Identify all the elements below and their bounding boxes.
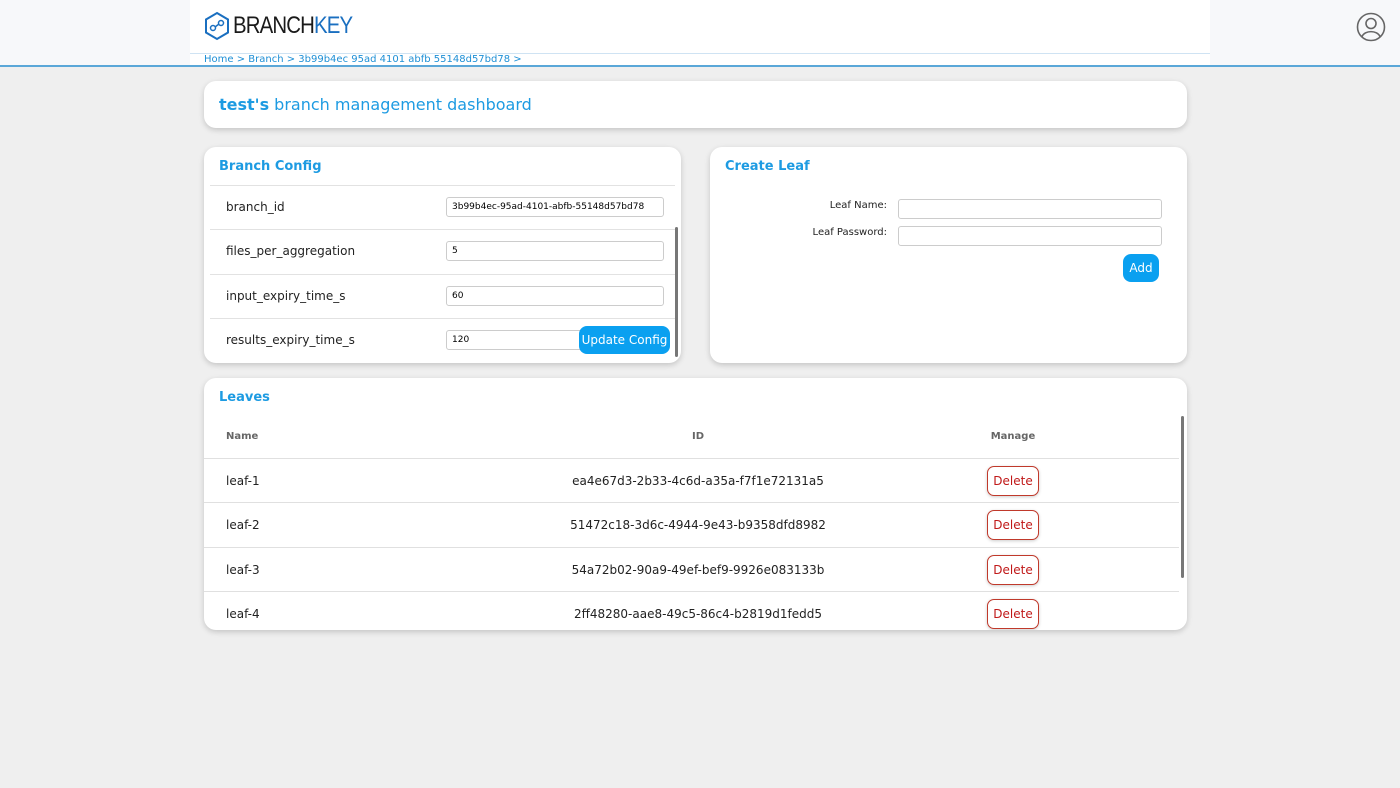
- delete-button[interactable]: Delete: [987, 599, 1039, 629]
- leaf-password-input[interactable]: [898, 226, 1162, 246]
- logo[interactable]: BRANCHKEY: [204, 11, 373, 41]
- logo-hex-icon: [205, 11, 229, 41]
- user-avatar-icon[interactable]: [1356, 12, 1386, 42]
- config-row: files_per_aggregation: [210, 229, 675, 273]
- breadcrumb[interactable]: Home > Branch > 3b99b4ec 95ad 4101 abfb …: [190, 53, 1210, 65]
- column-header-manage: Manage: [990, 431, 1036, 442]
- table-row: leaf-3 54a72b02-90a9-49ef-bef9-9926e08313…: [204, 547, 1179, 591]
- scrollbar[interactable]: [675, 227, 678, 357]
- column-header-id: ID: [691, 431, 705, 442]
- header: BRANCHKEY Home > Branch > 3b99b4ec 95ad …: [190, 0, 1210, 65]
- logo-text: BRANCH: [233, 12, 315, 39]
- leaf-name: leaf-2: [226, 518, 260, 532]
- table-row: leaf-2 51472c18-3d6c-4944-9e43-b9358dfd89…: [204, 502, 1179, 546]
- config-row: input_expiry_time_s: [210, 274, 675, 318]
- leaf-id: 51472c18-3d6c-4944-9e43-b9358dfd8982: [570, 518, 826, 532]
- delete-button[interactable]: Delete: [987, 510, 1039, 540]
- config-label: files_per_aggregation: [226, 244, 356, 258]
- create-leaf-title: Create Leaf: [725, 159, 810, 174]
- files-per-aggregation-input[interactable]: [446, 241, 664, 261]
- delete-button[interactable]: Delete: [987, 466, 1039, 496]
- leaf-name: leaf-1: [226, 474, 260, 488]
- leaf-password-label: Leaf Password:: [812, 227, 887, 238]
- create-leaf-card: Create Leaf Leaf Name: Leaf Password: Ad…: [710, 147, 1187, 363]
- config-label: input_expiry_time_s: [226, 289, 346, 303]
- delete-button[interactable]: Delete: [987, 555, 1039, 585]
- leaf-name-label: Leaf Name:: [829, 200, 887, 211]
- leaf-id: 2ff48280-aae8-49c5-86c4-b2819d1fedd5: [573, 607, 822, 621]
- logo-text-accent: KEY: [314, 12, 353, 39]
- leaf-name: leaf-3: [226, 563, 260, 577]
- column-header-name: Name: [226, 431, 259, 442]
- leaf-id: ea4e67d3-2b33-4c6d-a35a-f7f1e72131a5: [572, 474, 824, 488]
- update-config-button[interactable]: Update Config: [579, 326, 670, 354]
- branch-config-title: Branch Config: [219, 159, 322, 174]
- title-card: test's branch management dashboard: [204, 81, 1187, 128]
- leaves-card: Leaves Name ID Manage leaf-1 ea4e67d3-2b3…: [204, 378, 1187, 630]
- table-row: leaf-1 ea4e67d3-2b33-4c6d-a35a-f7f1e72131…: [204, 458, 1179, 502]
- leaf-name: leaf-4: [226, 607, 260, 621]
- config-row: branch_id: [210, 185, 675, 229]
- scrollbar[interactable]: [1181, 416, 1184, 578]
- leaf-name-input[interactable]: [898, 199, 1162, 219]
- page-title: test's branch management dashboard: [219, 95, 532, 114]
- branch-id-input[interactable]: [446, 197, 664, 217]
- table-row: leaf-4 2ff48280-aae8-49c5-86c4-b2819d1fed…: [204, 591, 1179, 630]
- config-label: results_expiry_time_s: [226, 333, 355, 347]
- branch-config-card: Branch Config branch_id files_per_aggreg…: [204, 147, 681, 363]
- input-expiry-input[interactable]: [446, 286, 664, 306]
- config-label: branch_id: [226, 200, 285, 214]
- leaf-id: 54a72b02-90a9-49ef-bef9-9926e083133b: [571, 563, 825, 577]
- add-leaf-button[interactable]: Add: [1123, 254, 1159, 282]
- leaves-title: Leaves: [219, 390, 270, 405]
